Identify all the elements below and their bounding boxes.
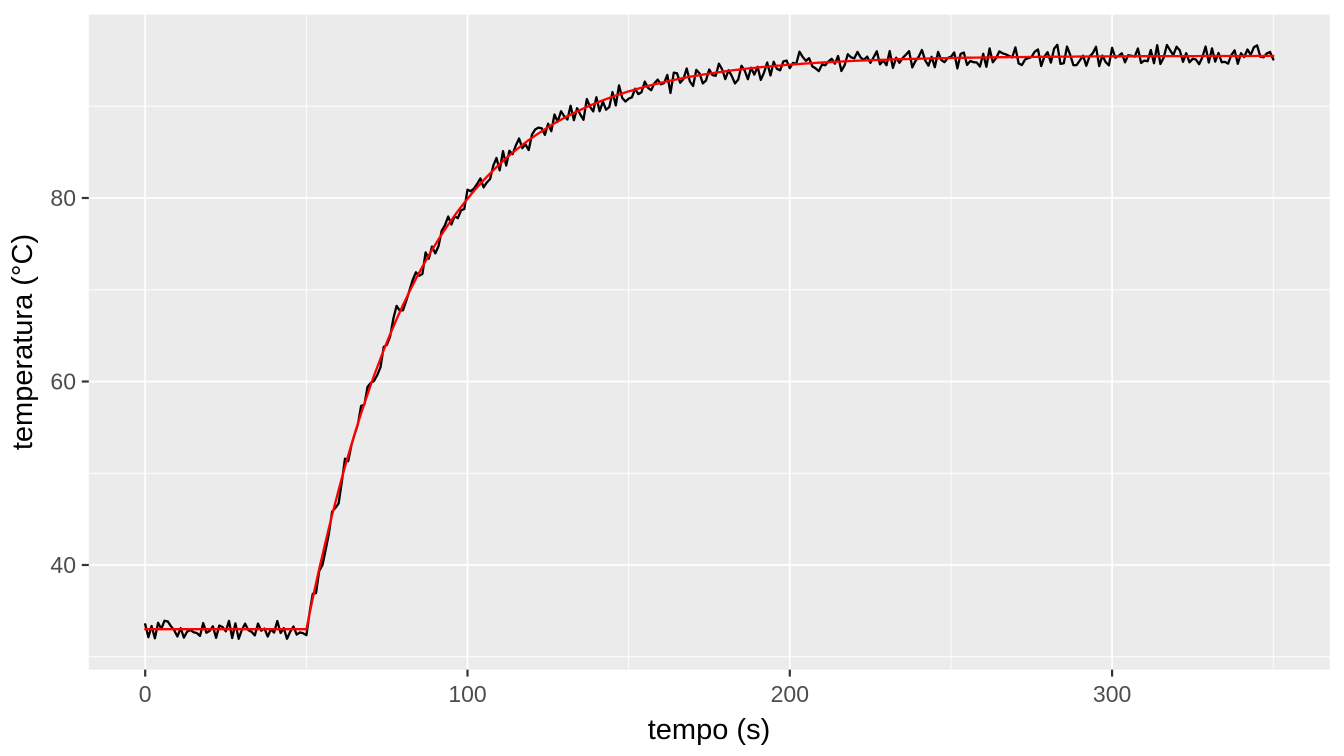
plot-panel [88, 14, 1330, 670]
x-axis-tick-labels: 0 100 200 300 [139, 681, 1131, 707]
fit-series-line [144, 54, 1275, 631]
axis-tick-marks [81, 196, 1114, 677]
major-gridlines [88, 14, 1330, 670]
y-axis-title: temperatura (°C) [7, 234, 39, 450]
x-tick-label-100: 100 [448, 681, 486, 707]
y-tick-label-80: 80 [50, 185, 76, 211]
x-tick-label-200: 200 [771, 681, 809, 707]
y-axis-tick-labels: 40 60 80 [50, 185, 76, 578]
x-axis-title: tempo (s) [648, 714, 770, 746]
y-tick-label-40: 40 [50, 552, 76, 578]
y-tick-label-60: 60 [50, 369, 76, 395]
x-tick-label-300: 300 [1093, 681, 1131, 707]
minor-gridlines [88, 14, 1330, 670]
x-tick-label-0: 0 [139, 681, 152, 707]
